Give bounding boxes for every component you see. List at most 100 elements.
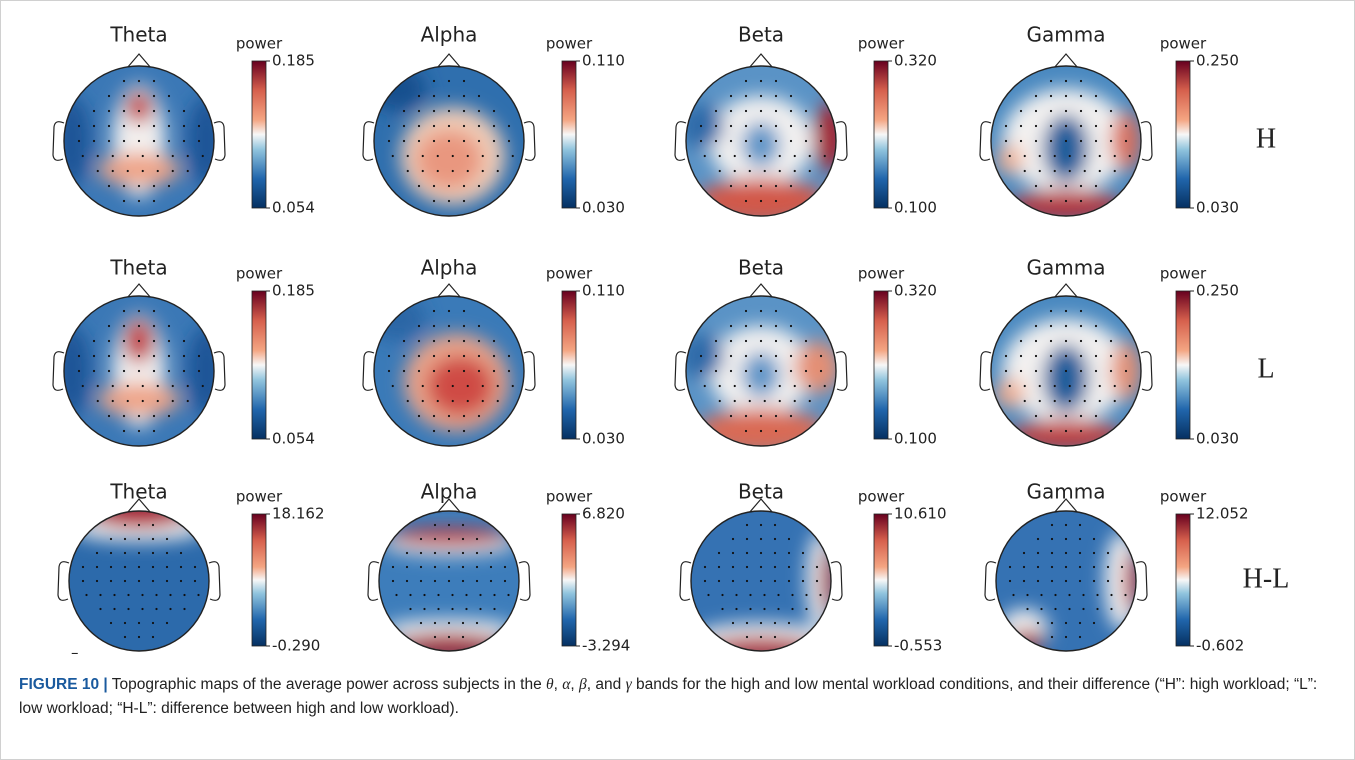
electrode <box>808 384 811 388</box>
electrode <box>417 354 421 358</box>
electrode <box>1109 124 1113 128</box>
electrode <box>1106 565 1110 569</box>
electrode <box>804 109 808 113</box>
electrode <box>1094 324 1098 328</box>
colorbar-max: 0.250 <box>1196 52 1239 70</box>
electrode <box>1113 169 1116 173</box>
panel-title: Beta <box>738 256 784 280</box>
map-blob <box>742 352 780 398</box>
electrode <box>165 537 169 541</box>
electrode <box>714 139 718 143</box>
electrode <box>1038 384 1041 388</box>
electrode <box>1092 551 1096 555</box>
electrode <box>773 635 777 639</box>
electrode <box>171 384 174 388</box>
electrode <box>492 369 496 373</box>
electrode <box>1113 399 1116 403</box>
electrode <box>137 79 141 83</box>
electrode <box>423 607 426 611</box>
electrode <box>1078 551 1082 555</box>
electrode <box>1026 593 1029 597</box>
electrode <box>96 384 99 388</box>
electrode <box>109 565 113 569</box>
electrode <box>773 579 777 583</box>
electrode <box>387 124 391 128</box>
electrode <box>451 593 454 597</box>
electrode <box>1036 537 1040 541</box>
colorbar <box>873 290 889 440</box>
electrode <box>1068 384 1071 388</box>
power-map <box>374 296 524 446</box>
electrode <box>1064 354 1068 358</box>
colorbar <box>251 290 267 440</box>
map-blob <box>1010 630 1045 651</box>
electrode <box>759 309 763 313</box>
electrode <box>447 565 451 569</box>
panel-title: Theta <box>109 23 167 47</box>
electrode <box>763 154 766 158</box>
electrode <box>493 593 496 597</box>
electrode <box>1022 551 1026 555</box>
electrode <box>729 414 733 418</box>
electrode <box>155 593 158 597</box>
electrode <box>1064 369 1068 373</box>
electrode <box>1008 154 1011 158</box>
electrode <box>447 429 451 433</box>
ear <box>679 561 692 601</box>
electrode <box>461 565 465 569</box>
electrode <box>1050 537 1054 541</box>
electrode <box>1023 154 1026 158</box>
electrode <box>151 537 155 541</box>
electrode <box>787 551 791 555</box>
colorbar-max: 0.185 <box>272 282 315 300</box>
electrode <box>1124 593 1127 597</box>
electrode <box>789 324 793 328</box>
electrode <box>107 124 111 128</box>
electrode <box>391 384 394 388</box>
electrode <box>1094 124 1098 128</box>
electrode <box>729 94 733 98</box>
electrode <box>137 551 141 555</box>
electrode <box>731 537 735 541</box>
electrode <box>137 429 141 433</box>
electrode <box>774 94 778 98</box>
electrode <box>402 339 406 343</box>
electrode <box>759 635 763 639</box>
electrode <box>475 551 479 555</box>
map-blob <box>820 546 831 616</box>
electrode <box>1064 309 1068 313</box>
electrode <box>1038 399 1041 403</box>
electrode <box>406 399 409 403</box>
electrode <box>1022 565 1026 569</box>
electrode <box>179 579 183 583</box>
electrode <box>406 384 409 388</box>
electrode <box>126 154 129 158</box>
electrode <box>183 593 186 597</box>
electrode <box>447 309 451 313</box>
electrode <box>1092 579 1096 583</box>
electrode <box>699 139 703 143</box>
ear <box>835 121 848 161</box>
colorbar <box>251 60 267 209</box>
electrode <box>1023 169 1026 173</box>
map-blob <box>393 632 505 651</box>
electrode <box>1078 523 1082 527</box>
electrode <box>787 537 791 541</box>
electrode <box>819 139 823 143</box>
electrode <box>744 354 748 358</box>
electrode <box>462 309 466 313</box>
map-blob <box>1043 114 1089 183</box>
electrode <box>774 414 778 418</box>
electrode <box>759 79 763 83</box>
electrode <box>1036 551 1040 555</box>
electrode <box>1064 429 1068 433</box>
electrode <box>96 399 99 403</box>
electrode <box>1034 324 1038 328</box>
electrode <box>789 124 793 128</box>
colorbar-label: power <box>1160 35 1207 53</box>
electrode <box>773 523 777 527</box>
electrode <box>137 124 141 128</box>
electrode <box>503 565 507 569</box>
electrode <box>391 579 395 583</box>
